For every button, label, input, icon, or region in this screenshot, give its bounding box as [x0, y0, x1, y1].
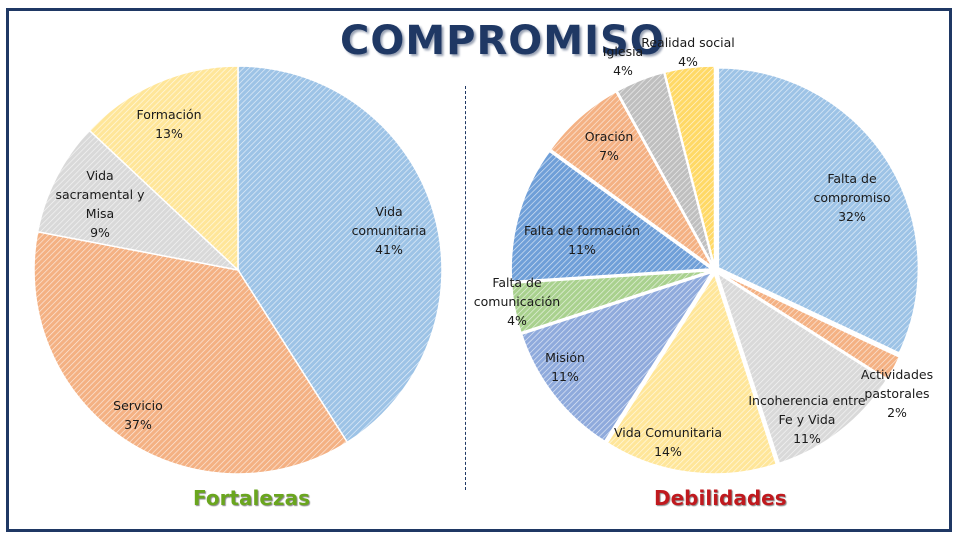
pie-debilidades	[510, 65, 920, 475]
pie-fortalezas	[33, 65, 443, 475]
pie-slice	[33, 230, 349, 475]
slide-title: COMPROMISO	[340, 18, 665, 64]
slice-label: Vida comunitaria 41%	[352, 204, 427, 257]
slice-label: Vida Comunitaria 14%	[614, 425, 722, 459]
slice-label: Falta de formación 11%	[524, 223, 640, 257]
slice-label: Misión 11%	[545, 350, 585, 384]
pie-slice	[716, 271, 888, 465]
pie-slice	[616, 71, 715, 267]
pie-slice	[606, 272, 778, 475]
slice-label: Formación 13%	[136, 107, 201, 141]
pie-slice	[663, 65, 716, 267]
pie-slice	[36, 129, 241, 272]
slice-label: Vida sacramental y Misa 9%	[55, 168, 145, 240]
pie-slice	[88, 65, 239, 272]
slice-label: Realidad social 4%	[641, 35, 735, 69]
pie-slice	[520, 271, 714, 443]
slice-label: Servicio 37%	[113, 398, 163, 432]
pie-slice	[717, 67, 920, 355]
slice-label: Iglesia 4%	[603, 44, 643, 78]
center-divider	[465, 86, 466, 490]
slice-label: Falta de compromiso 32%	[814, 171, 891, 224]
pie-slice	[237, 65, 443, 444]
slice-label: Incoherencia entre Fe y Vida 11%	[748, 393, 866, 446]
fortalezas-label: Fortalezas	[193, 486, 310, 510]
pie-slice	[718, 271, 901, 381]
slice-labels: Vida comunitaria 41% Servicio 37% Vida sacrame…	[55, 35, 933, 459]
slice-label: Oración 7%	[585, 129, 634, 163]
pie-slice	[510, 270, 712, 334]
slice-label: Falta de comunicación 4%	[474, 275, 560, 328]
slice-label: Actividades pastorales 2%	[861, 367, 933, 420]
slide-frame	[6, 8, 952, 532]
debilidades-label: Debilidades	[654, 486, 787, 510]
pie-slice	[549, 90, 714, 268]
pie-slice	[510, 150, 714, 283]
